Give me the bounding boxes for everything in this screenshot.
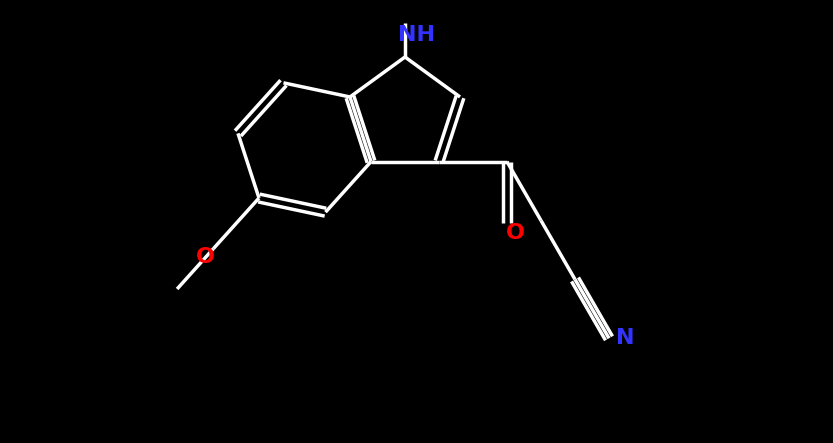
Text: N: N [616, 328, 634, 348]
Text: O: O [506, 223, 525, 243]
Text: O: O [196, 247, 215, 267]
Text: NH: NH [398, 25, 436, 45]
